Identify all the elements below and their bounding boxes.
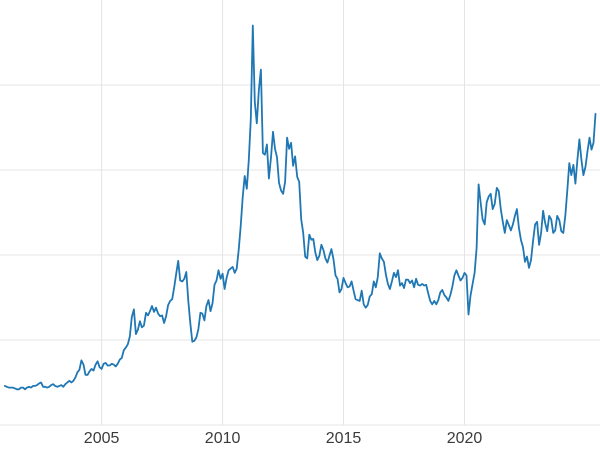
x-tick-label: 2005 [84,430,120,447]
x-tick-label: 2015 [326,430,362,447]
x-tick-label: 2010 [205,430,241,447]
price-line [3,24,597,391]
x-tick-label: 2020 [447,430,483,447]
